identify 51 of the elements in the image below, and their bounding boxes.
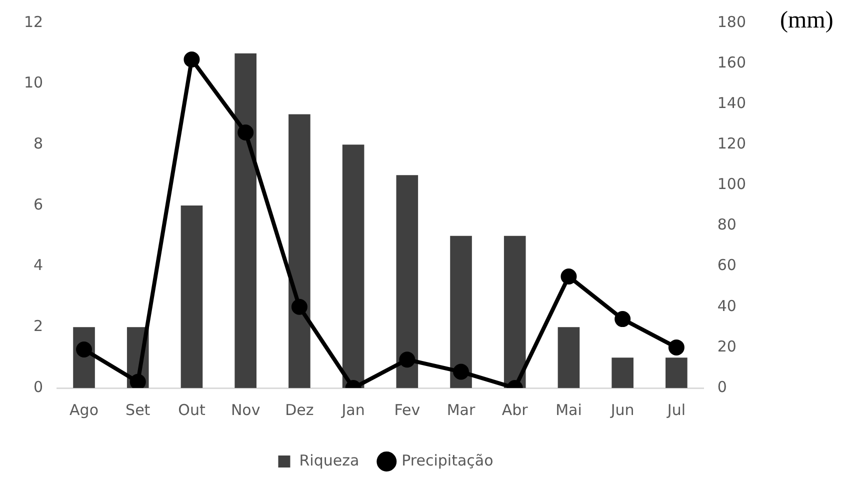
point	[668, 339, 684, 356]
point	[399, 352, 416, 368]
bar	[288, 114, 310, 388]
x-tick-label: Jan	[340, 400, 365, 419]
y2-tick-label: 40	[717, 296, 736, 315]
bar	[180, 206, 203, 388]
bar	[342, 144, 364, 388]
point	[453, 364, 470, 380]
x-tick-label: Jun	[610, 400, 634, 419]
bar	[558, 327, 580, 388]
bar	[450, 236, 472, 388]
x-tick-label: Set	[126, 400, 150, 419]
x-tick-label: Dez	[285, 400, 314, 419]
x-tick-label: Mai	[556, 400, 582, 419]
bar	[504, 236, 526, 388]
legend-label: Riqueza	[299, 451, 360, 470]
y2-tick-label: 120	[717, 134, 746, 153]
y-tick-label: 10	[24, 74, 44, 92]
y-tick-label: 0	[34, 378, 44, 396]
point	[238, 124, 254, 140]
y2-tick-label: 80	[717, 216, 736, 234]
bar	[396, 175, 418, 388]
point	[291, 298, 308, 315]
legend-label: Precipitação	[402, 451, 494, 470]
y-tick-label: 8	[34, 134, 44, 153]
bar	[234, 53, 256, 388]
point	[614, 311, 631, 328]
y2-tick-label: 60	[717, 256, 736, 274]
x-tick-label: Out	[178, 400, 206, 419]
point	[560, 268, 577, 284]
y2-tick-label: 160	[717, 53, 746, 72]
y2-axis-title: (mm)	[780, 7, 834, 34]
y2-tick-label: 100	[717, 175, 746, 194]
bar	[666, 358, 688, 388]
bar	[612, 358, 634, 388]
x-tick-label: Ago	[70, 400, 98, 419]
x-tick-label: Nov	[230, 400, 260, 419]
point	[130, 374, 146, 388]
x-tick-label: Abr	[502, 400, 529, 419]
point	[184, 52, 200, 68]
y2-tick-label: 20	[717, 337, 736, 356]
y-tick-label: 6	[34, 195, 44, 214]
x-tick-label: Mar	[446, 400, 476, 419]
x-tick-label: Jul	[666, 400, 686, 419]
x-tick-label: Fev	[394, 400, 420, 419]
y-tick-label: 2	[34, 317, 44, 336]
y2-tick-label: 180	[717, 12, 746, 31]
y-tick-label: 12	[24, 12, 44, 31]
y-tick-label: 4	[34, 256, 44, 274]
y2-tick-label: 140	[717, 94, 746, 112]
y2-tick-label: 0	[717, 378, 727, 396]
